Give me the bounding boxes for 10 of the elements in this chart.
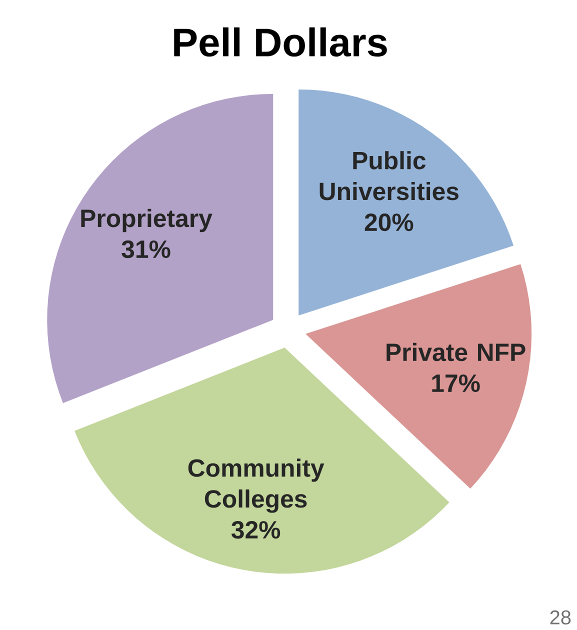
slice-label: Community Colleges: [188, 458, 324, 513]
text: 28: [550, 610, 571, 624]
data-label: 31%: [122, 240, 170, 258]
data-label: 32%: [231, 521, 280, 539]
data-label: 17%: [432, 374, 480, 392]
slice-label: Public Universities: [320, 151, 458, 200]
data-label: 20%: [364, 214, 414, 232]
slice-label: Private NFP: [386, 342, 526, 362]
slice-label: Proprietary: [81, 208, 212, 232]
chart-title: Pell Dollars: [174, 27, 387, 57]
